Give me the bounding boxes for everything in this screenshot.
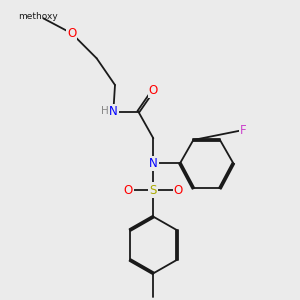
Text: O: O — [149, 83, 158, 97]
Text: N: N — [109, 105, 118, 118]
Text: methoxy: methoxy — [19, 12, 58, 21]
Text: N: N — [149, 157, 158, 170]
Text: O: O — [124, 184, 133, 196]
Text: O: O — [174, 184, 183, 196]
Text: S: S — [150, 184, 157, 196]
Text: O: O — [67, 27, 76, 40]
Text: H: H — [101, 106, 109, 116]
Text: F: F — [240, 124, 247, 136]
